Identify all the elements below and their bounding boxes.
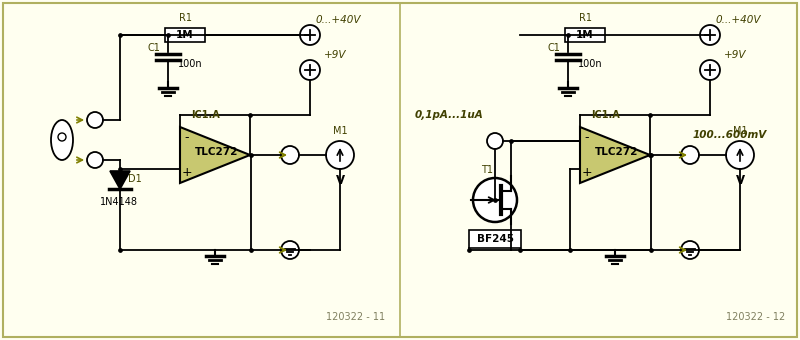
Text: TLC272: TLC272: [595, 147, 638, 157]
Text: 1N4148: 1N4148: [100, 197, 138, 207]
Text: +: +: [582, 166, 592, 178]
Text: T1: T1: [481, 165, 493, 175]
Text: +9V: +9V: [324, 50, 346, 60]
Text: 0,1pA...1uA: 0,1pA...1uA: [415, 110, 484, 120]
Circle shape: [681, 146, 699, 164]
Text: BF245: BF245: [477, 234, 514, 244]
Circle shape: [58, 133, 66, 141]
Text: 1M: 1M: [576, 30, 594, 40]
Text: 0...+40V: 0...+40V: [315, 15, 361, 25]
Text: +9V: +9V: [724, 50, 746, 60]
Text: 120322 - 11: 120322 - 11: [326, 312, 385, 322]
Ellipse shape: [51, 120, 73, 160]
Circle shape: [281, 241, 299, 259]
Bar: [165, 28, 205, 42]
Text: -: -: [185, 132, 190, 144]
Circle shape: [473, 178, 517, 222]
Polygon shape: [180, 127, 250, 183]
Circle shape: [281, 146, 299, 164]
Text: 120322 - 12: 120322 - 12: [726, 312, 785, 322]
Text: M1: M1: [333, 126, 347, 136]
Circle shape: [700, 60, 720, 80]
Text: V: V: [735, 174, 745, 187]
Polygon shape: [110, 171, 130, 189]
Text: 1M: 1M: [176, 30, 194, 40]
Text: M1: M1: [733, 126, 747, 136]
Bar: [565, 28, 605, 42]
Circle shape: [326, 141, 354, 169]
Text: 100n: 100n: [578, 59, 602, 69]
Text: IC1.A: IC1.A: [590, 110, 619, 120]
Text: TLC272: TLC272: [195, 147, 238, 157]
Text: D1: D1: [128, 174, 142, 184]
Circle shape: [681, 241, 699, 259]
Circle shape: [87, 112, 103, 128]
Text: V: V: [335, 174, 345, 187]
Circle shape: [300, 25, 320, 45]
Text: -: -: [585, 132, 590, 144]
Text: C1: C1: [148, 43, 161, 53]
Circle shape: [726, 141, 754, 169]
Text: 100n: 100n: [178, 59, 202, 69]
Text: R1: R1: [178, 13, 191, 23]
Text: R1: R1: [578, 13, 591, 23]
Text: 0...+40V: 0...+40V: [715, 15, 761, 25]
Circle shape: [700, 25, 720, 45]
Polygon shape: [580, 127, 650, 183]
Bar: [469, 230, 521, 248]
Circle shape: [87, 152, 103, 168]
Text: 100...600mV: 100...600mV: [693, 130, 767, 140]
Circle shape: [487, 133, 503, 149]
Text: C1: C1: [548, 43, 561, 53]
Circle shape: [300, 60, 320, 80]
Text: IC1.A: IC1.A: [190, 110, 219, 120]
Text: +: +: [182, 166, 192, 178]
